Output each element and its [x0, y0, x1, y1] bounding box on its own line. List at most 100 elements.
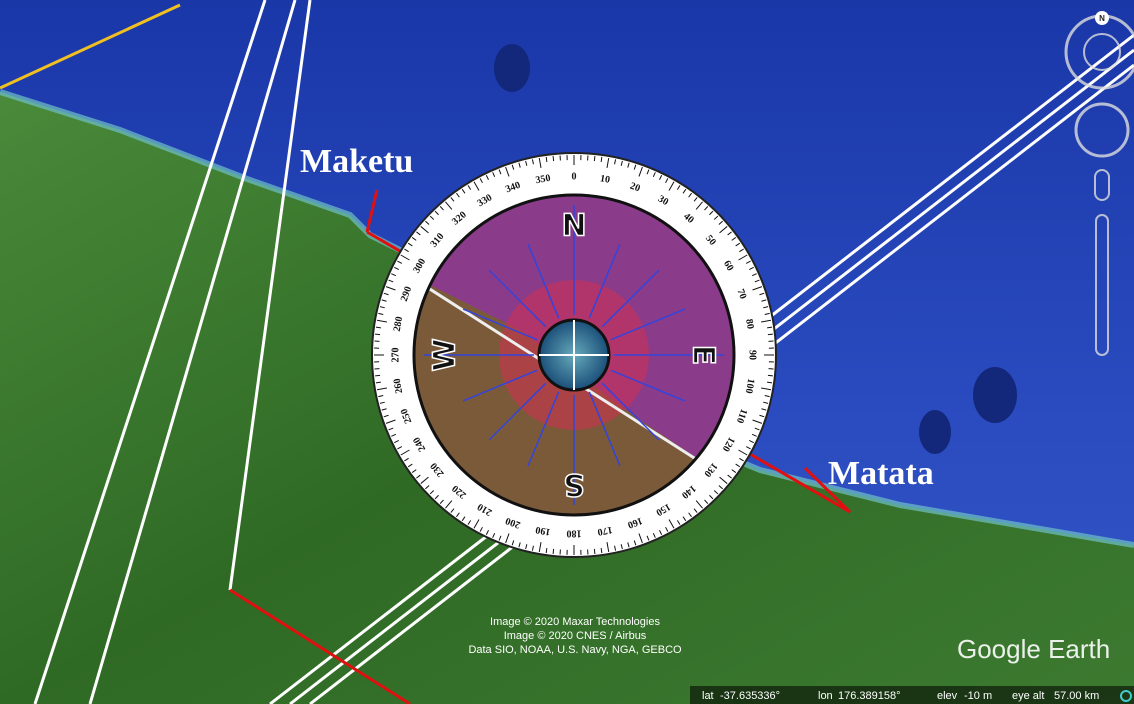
dial-tick	[709, 494, 714, 500]
dial-tick	[682, 516, 687, 522]
cardinal-label: S	[563, 467, 585, 502]
dial-tick	[764, 395, 770, 398]
dial-tick	[485, 530, 489, 535]
brand-logo: Google Earth	[957, 634, 1110, 664]
degree-label: 100	[743, 378, 756, 395]
degree-label: 280	[392, 316, 405, 333]
attribution: Image © 2020 Maxar Technologies	[490, 616, 660, 628]
dial-tick	[727, 231, 732, 236]
dial-tick	[633, 164, 637, 170]
dial-tick	[375, 333, 381, 336]
dial-tick	[492, 172, 496, 178]
dial-tick	[751, 273, 757, 277]
reef	[494, 44, 530, 92]
dial-tick	[767, 326, 773, 329]
dial-tick	[735, 242, 741, 247]
degree-label: 170	[597, 524, 614, 537]
dial-tick	[659, 530, 663, 535]
degree-label: 290	[399, 285, 414, 303]
dial-tick	[593, 156, 596, 162]
dial-tick	[473, 519, 480, 529]
dial-tick	[652, 532, 656, 538]
dial-tick	[545, 156, 548, 162]
status-indicator	[1120, 690, 1132, 702]
dial-tick	[420, 476, 429, 484]
dial-tick	[745, 260, 751, 264]
degree-label: 80	[743, 318, 756, 330]
dial-tick	[731, 469, 737, 473]
compass-ray	[462, 308, 538, 341]
dial-tick	[749, 266, 754, 270]
dial-tick	[676, 185, 681, 190]
dial-tick	[416, 231, 421, 236]
dial-tick	[739, 248, 744, 253]
dial-tick	[456, 512, 460, 518]
cardinal-label: W	[428, 338, 463, 371]
degree-label: 340	[504, 180, 522, 195]
degree-label: 190	[535, 524, 552, 537]
dial-tick	[411, 237, 417, 241]
dial-tick	[633, 540, 637, 546]
dial-tick	[378, 395, 384, 398]
dial-tick	[420, 226, 429, 234]
degree-label: 200	[504, 515, 522, 530]
dial-tick	[719, 476, 728, 484]
dial-tick	[429, 490, 435, 495]
place-label: Matata	[828, 455, 934, 492]
dial-tick	[397, 260, 403, 264]
dial-tick	[434, 494, 439, 500]
dial-tick	[511, 540, 515, 546]
dial-tick	[688, 192, 692, 198]
dial-tick	[505, 533, 510, 544]
dial-tick	[538, 157, 542, 168]
dial-tick	[761, 299, 767, 302]
status-text: elev	[937, 690, 958, 702]
compass-ray	[588, 391, 621, 467]
dial-tick	[404, 457, 409, 462]
dial-tick	[445, 500, 453, 509]
dial-tick	[763, 306, 769, 309]
dial-tick	[383, 414, 389, 418]
dial-tick	[627, 542, 630, 548]
dial-tick	[731, 237, 737, 241]
cardinal-label: E	[686, 345, 721, 366]
dial-tick	[693, 508, 698, 513]
island	[919, 410, 951, 454]
dial-tick	[713, 215, 719, 220]
dial-tick	[606, 542, 610, 553]
dial-tick	[429, 215, 435, 220]
compass: 0 102030405060708090100110120130140150160…	[371, 152, 777, 558]
dial-tick	[425, 220, 430, 225]
degree-label: 60	[721, 259, 736, 273]
dial-tick	[695, 201, 703, 210]
dial-tick	[407, 242, 413, 247]
dial-tick	[407, 463, 413, 468]
attribution: Image © 2020 CNES / Airbus	[504, 630, 647, 642]
dial-tick	[749, 440, 754, 444]
degree-label: 70	[735, 287, 749, 300]
attribution: Data SIO, NOAA, U.S. Navy, NGA, GEBCO	[468, 644, 682, 656]
degree-label: 110	[734, 407, 749, 424]
dial-tick	[394, 440, 399, 444]
dial-tick	[614, 545, 617, 551]
dial-tick	[545, 548, 548, 554]
dial-tick	[404, 248, 409, 253]
compass-ray	[601, 382, 660, 441]
dial-tick	[646, 169, 650, 175]
dial-tick	[525, 160, 528, 166]
dial-tick	[676, 520, 681, 525]
north-indicator[interactable]: N	[1099, 14, 1105, 23]
compass-ray	[588, 243, 621, 319]
island	[973, 367, 1017, 423]
dial-tick	[391, 273, 397, 277]
dial-tick	[450, 197, 455, 202]
nav-controls[interactable]: N	[1064, 11, 1134, 356]
compass-ray	[610, 369, 686, 402]
dial-tick	[388, 279, 394, 283]
dial-tick	[713, 490, 719, 495]
dial-tick	[665, 526, 669, 532]
dial-tick	[627, 162, 630, 168]
dial-tick	[379, 306, 385, 309]
status-text: lat	[702, 690, 714, 702]
